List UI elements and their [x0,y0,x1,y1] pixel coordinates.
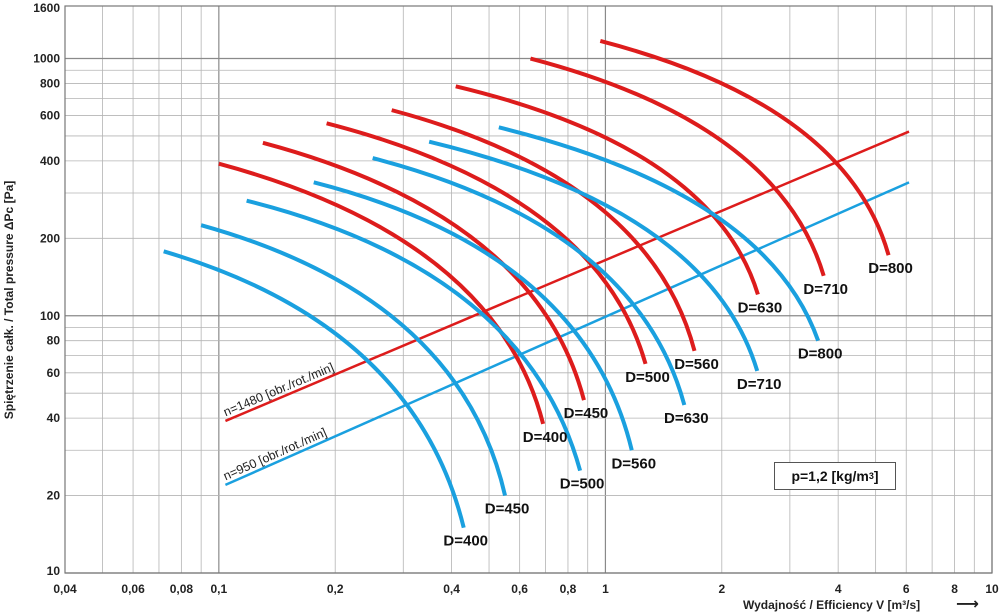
curve-label: D=400 [443,533,488,550]
y-tick-label: 1000 [33,52,60,66]
fan-curve [391,108,697,352]
density-sup: 3 [868,471,874,481]
tick-labels: 0,04 0,06 0,08 0,1 0,2 0,4 0,6 0,8 1 2 4 6 8 10 10 20 40… [33,1,999,596]
fan-curve [372,156,687,406]
plot-frame [64,5,993,574]
x-tick-label: 0,06 [121,582,145,596]
y-tick-label: 60 [47,366,61,380]
x-tick-label: 0,8 [560,582,577,596]
x-tick-label: 1 [602,582,609,596]
fan-curve [529,56,826,277]
y-tick-label: 1600 [33,1,60,15]
x-tick-label: 8 [951,582,958,596]
x-tick-label: 4 [835,582,842,596]
x-axis-title: Wydajność / Efficiency V [m³/s] [743,598,920,612]
fan-curve [326,121,648,365]
x-tick-label: 0,4 [443,582,460,596]
x-tick-label: 6 [903,582,910,596]
density-text: p=1,2 [kg/m [791,468,869,484]
y-tick-label: 200 [40,231,60,245]
y-tick-label: 400 [40,154,60,168]
curve-labels: D=400D=450D=500D=560D=630D=710D=800D=400… [443,260,912,550]
fan-curve [200,223,507,497]
curve-label: D=630 [738,299,783,316]
fan-curve [498,125,821,342]
fan-curve [599,39,891,256]
rpm-line [224,130,910,423]
x-tick-label: 0,08 [170,582,194,596]
y-axis-title: Spiętrzenie całk. / Total pressure ΔPc [… [2,181,16,420]
x-tick-label: 10 [985,582,999,596]
fan-curve [313,180,634,451]
y-tick-label: 100 [40,309,60,323]
rpm-line-label: n=950 [obr./rot./min] [221,425,329,483]
curve-label: D=800 [798,346,843,363]
density-close: ] [873,468,879,484]
y-tick-label: 10 [47,564,61,578]
y-tick-label: 20 [47,489,61,503]
curve-label: D=710 [803,281,848,298]
fan-curve [163,249,466,529]
curve-label: D=450 [485,501,530,518]
rpm-line-label: n=1480 [obr./rot./min] [221,360,336,419]
y-tick-label: 40 [47,411,61,425]
x-tick-label: 0,6 [511,582,528,596]
x-tick-label: 0,1 [210,582,227,596]
curve-label: D=800 [868,260,913,277]
fan-curve [246,198,583,472]
curve-label: D=710 [737,376,782,393]
rpm-line [224,181,910,487]
curve-label: D=450 [564,405,609,422]
y-tick-label: 600 [40,109,60,123]
curve-label: D=560 [674,356,719,373]
curve-label: D=630 [664,410,709,427]
fan-curve [218,161,546,425]
fan-curve [455,84,760,296]
curve-label: D=500 [560,476,605,493]
fan-curve [262,140,586,401]
y-tick-label: 800 [40,76,60,90]
y-tick-label: 80 [47,334,61,348]
x-tick-label: 0,2 [327,582,344,596]
x-axis-arrow: ⟶ [956,596,979,613]
x-tick-label: 2 [718,582,725,596]
curve-label: D=560 [611,455,656,472]
density-note: p=1,2 [kg/m 3] [774,462,896,490]
fan-curve [428,139,760,372]
x-tick-label: 0,04 [53,582,77,596]
curve-label: D=500 [625,369,670,386]
fan-curves [163,39,891,529]
curve-label: D=400 [523,429,568,446]
